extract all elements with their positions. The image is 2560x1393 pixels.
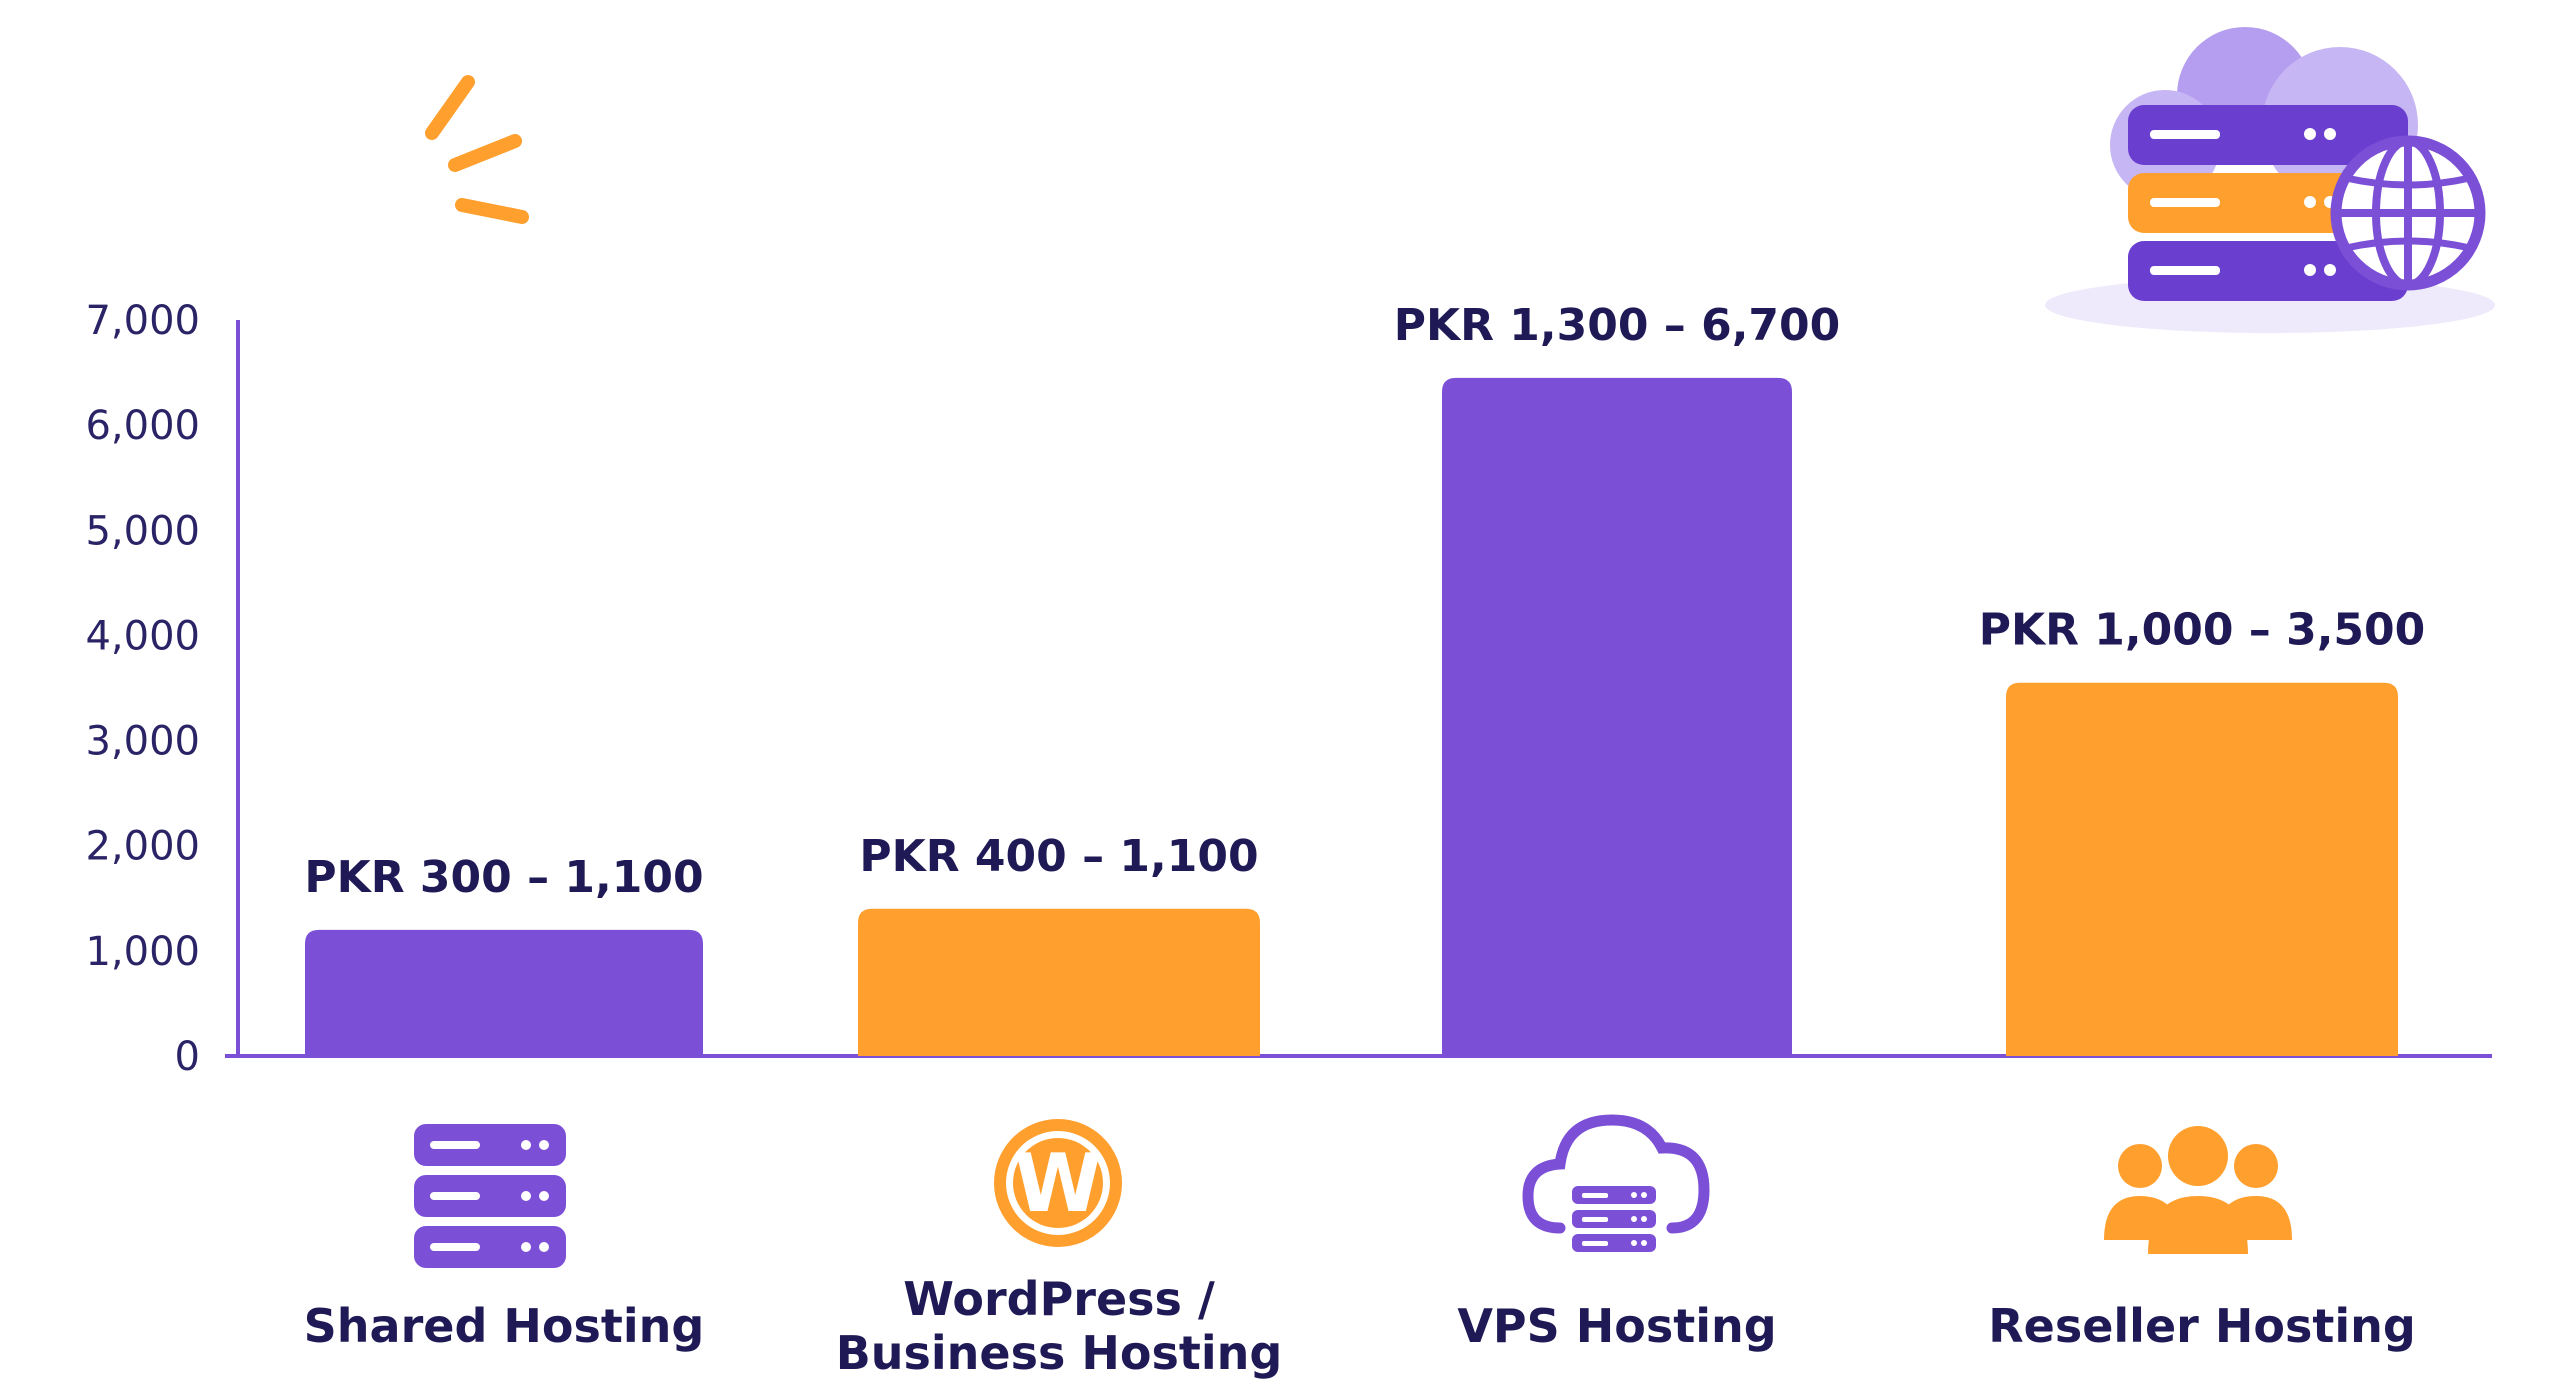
bar	[1442, 377, 1792, 1056]
category-icons: W	[414, 1114, 2292, 1268]
cloud-server-globe-icon	[2045, 27, 2495, 333]
y-tick-label: 7,000	[85, 298, 200, 344]
category-label: Reseller Hosting	[1988, 1299, 2416, 1353]
y-tick-labels: 0 1,000 2,000 3,000 4,000 5,000 6,000 7,000	[85, 298, 200, 1080]
bar	[858, 908, 1260, 1056]
sparkle-lines-icon	[425, 75, 529, 224]
category-label: VPS Hosting	[1457, 1299, 1776, 1353]
y-tick-label: 0	[175, 1034, 200, 1080]
bars	[305, 377, 2398, 1056]
bar	[2006, 682, 2398, 1056]
category-label: Business Hosting	[836, 1326, 1283, 1380]
y-tick-label: 1,000	[85, 929, 200, 975]
y-tick-label: 2,000	[85, 824, 200, 870]
y-tick-label: 6,000	[85, 403, 200, 449]
bar-value-label: PKR 400 – 1,100	[859, 831, 1258, 882]
y-tick-label: 4,000	[85, 613, 200, 659]
server-stack-icon	[414, 1124, 566, 1268]
users-group-icon	[2104, 1126, 2292, 1254]
y-tick-label: 5,000	[85, 508, 200, 554]
category-labels: Shared Hosting WordPress /Business Hostin…	[304, 1272, 2416, 1380]
cloud-server-icon	[1522, 1114, 1710, 1252]
wordpress-icon: W	[994, 1119, 1122, 1247]
bar-value-label: PKR 1,300 – 6,700	[1394, 300, 1841, 351]
bar-value-label: PKR 1,000 – 3,500	[1979, 605, 2426, 656]
category-label: Shared Hosting	[304, 1299, 705, 1353]
bar	[305, 929, 703, 1056]
category-label: WordPress /	[903, 1272, 1215, 1326]
value-labels: PKR 300 – 1,100 PKR 400 – 1,100 PKR 1,300 …	[304, 300, 2425, 903]
y-tick-label: 3,000	[85, 719, 200, 765]
svg-text:W: W	[1014, 1137, 1102, 1230]
bar-value-label: PKR 300 – 1,100	[304, 852, 703, 903]
